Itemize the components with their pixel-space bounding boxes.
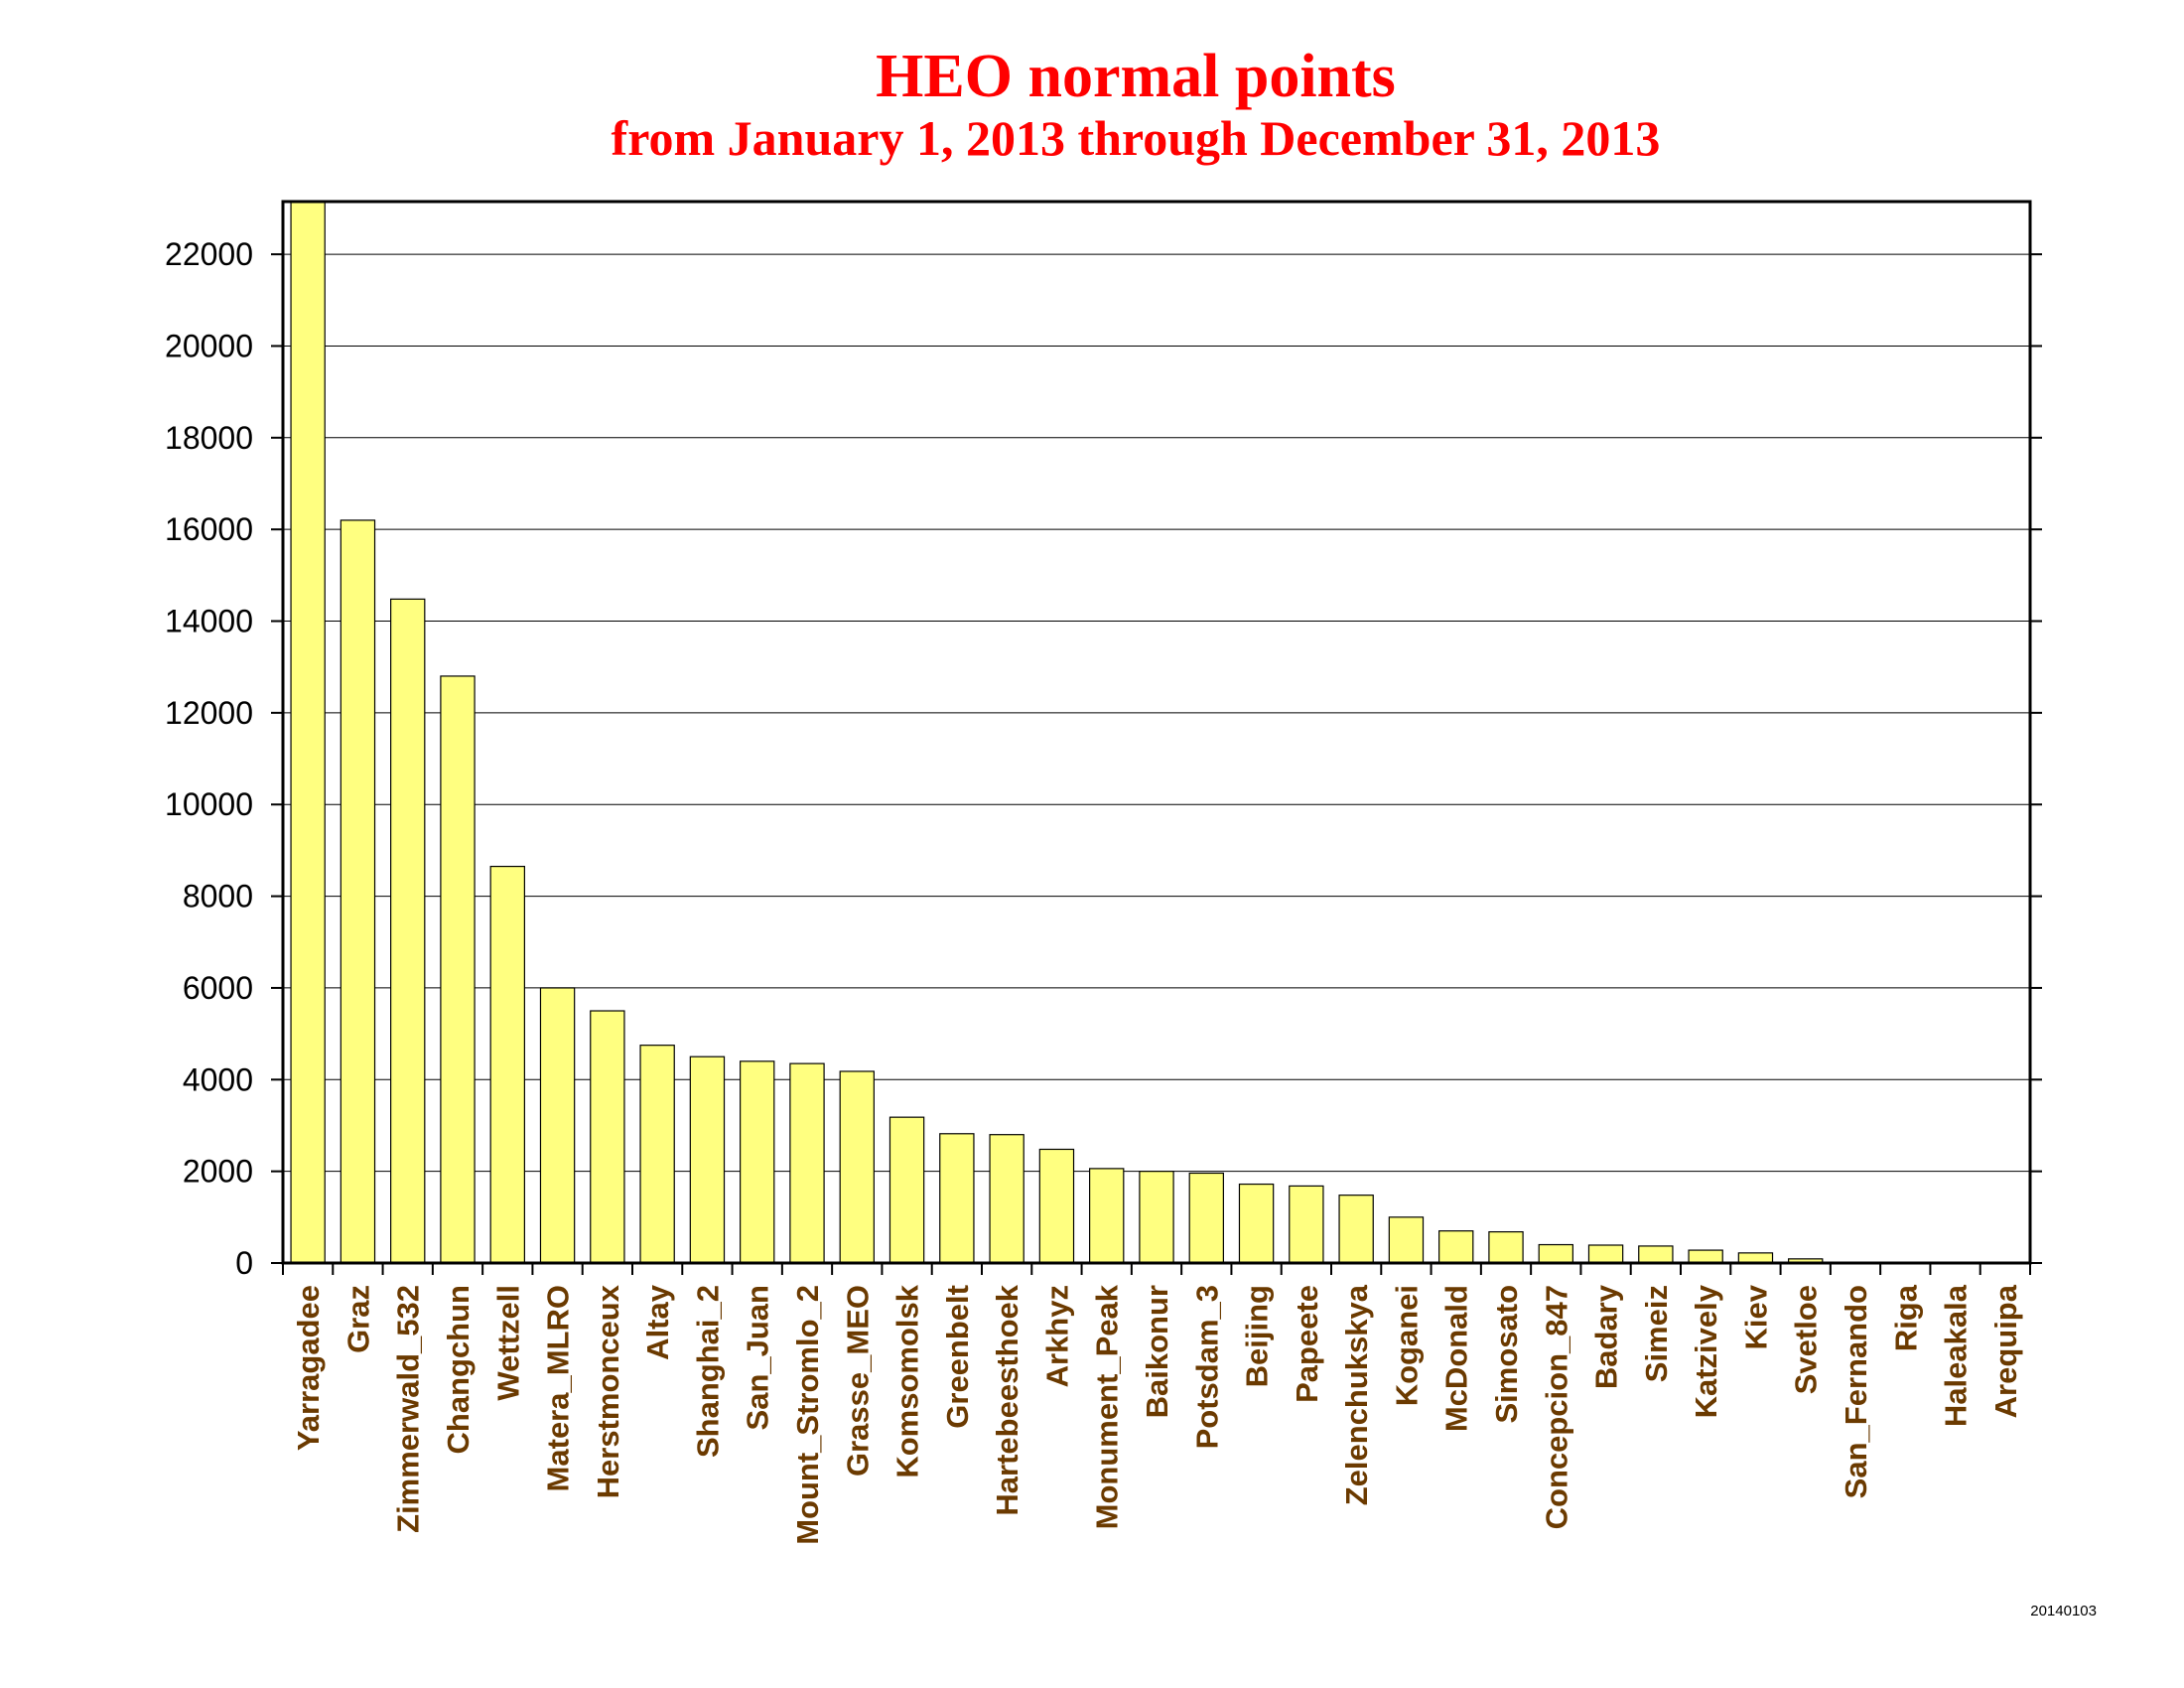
x-tick-label: Riga	[1888, 1284, 1923, 1351]
y-tick-label: 4000	[183, 1061, 253, 1097]
bar-katzively	[1688, 1249, 1723, 1264]
x-axis: Yarragadee Graz Zimmerwald_532 Changchun Wet…	[282, 1263, 2031, 1545]
x-tick-label: Greenbelt	[940, 1285, 975, 1429]
bar-mcdonald	[1438, 1230, 1474, 1264]
chart-title: HEO normal points	[876, 43, 1396, 110]
bar-komsomolsk	[888, 1116, 925, 1264]
x-tick-label: Katzively	[1689, 1284, 1723, 1418]
x-tick-label: Papeete	[1290, 1285, 1324, 1403]
bar-shanghai-2	[689, 1055, 726, 1264]
x-tick-label: Haleakala	[1939, 1284, 1974, 1427]
x-tick-label: Simeiz	[1639, 1285, 1674, 1382]
x-tick-label: Mount_Stromlo_2	[790, 1285, 825, 1545]
y-axis: 0 2000 4000 6000 8000 10000 12000 14000 16000 180…	[165, 236, 2042, 1281]
bar-arkhyz	[1038, 1148, 1075, 1264]
bar-graz	[340, 519, 376, 1264]
x-tick-label: McDonald	[1439, 1285, 1474, 1432]
x-tick-label: Shanghai_2	[690, 1285, 725, 1458]
x-tick-label: Koganei	[1389, 1285, 1424, 1406]
bar-concepcion-847	[1538, 1243, 1573, 1264]
bar-mount-stromlo-2	[789, 1062, 825, 1264]
bar-zimmerwald-532	[390, 598, 426, 1264]
y-tick-label: 10000	[165, 786, 253, 822]
x-tick-label: Beijing	[1240, 1285, 1275, 1387]
bar-wettzell	[489, 865, 525, 1264]
bar-san-juan	[740, 1060, 775, 1264]
x-tick-label: San_Fernando	[1839, 1285, 1873, 1498]
x-tick-label: Svetloe	[1789, 1285, 1824, 1394]
x-tick-label: Altay	[640, 1284, 675, 1360]
x-tick-label: Arequipa	[1988, 1284, 2023, 1418]
y-tick-label: 14000	[165, 604, 253, 639]
y-tick-label: 22000	[165, 236, 253, 272]
x-tick-label: Badary	[1589, 1284, 1624, 1389]
x-tick-label: Monument_Peak	[1090, 1284, 1125, 1529]
y-tick-label: 0	[235, 1245, 253, 1281]
bar-greenbelt	[939, 1133, 975, 1264]
y-tick-label: 6000	[183, 970, 253, 1006]
bar-beijing	[1238, 1183, 1275, 1264]
y-tick-label: 8000	[183, 879, 253, 914]
bar-yarragadee	[290, 201, 326, 1264]
y-tick-label: 2000	[183, 1154, 253, 1190]
x-tick-label: Zimmerwald_532	[391, 1285, 426, 1533]
y-tick-label: 12000	[165, 695, 253, 731]
bar-papeete	[1289, 1185, 1324, 1264]
x-tick-label: Hartebeesthoek	[990, 1284, 1024, 1515]
x-tick-label: Grasse_MEO	[840, 1285, 875, 1477]
x-tick-label: Changchun	[441, 1285, 476, 1455]
bar-altay	[639, 1045, 675, 1264]
x-tick-label: Potsdam_3	[1189, 1285, 1224, 1449]
x-tick-label: Wettzell	[490, 1285, 525, 1401]
bar-grasse-meo	[839, 1070, 875, 1264]
x-tick-label: Herstmonceux	[591, 1284, 625, 1498]
plot-frame	[281, 200, 2032, 1265]
bar-badary	[1587, 1244, 1624, 1264]
x-tick-label: Arkhyz	[1039, 1285, 1074, 1387]
x-tick-label: Baikonur	[1140, 1285, 1174, 1418]
x-tick-label: Simosato	[1489, 1285, 1524, 1424]
y-tick-label: 16000	[165, 511, 253, 547]
x-tick-label: Matera_MLRO	[541, 1285, 576, 1491]
bar-baikonur	[1139, 1171, 1174, 1264]
y-tick-label: 18000	[165, 420, 253, 456]
bar-simosato	[1488, 1230, 1524, 1264]
bar-potsdam-3	[1188, 1172, 1224, 1264]
chart-subtitle: from January 1, 2013 through December 31…	[612, 110, 1661, 166]
date-stamp: 20140103	[2030, 1603, 2097, 1619]
x-tick-label: Concepcion_847	[1539, 1285, 1573, 1529]
bar-herstmonceux	[590, 1010, 625, 1264]
bar-kiev	[1737, 1252, 1774, 1264]
bar-hartebeesthoek	[989, 1134, 1024, 1264]
bar-changchun	[440, 675, 476, 1264]
x-tick-label: Zelenchukskya	[1339, 1284, 1374, 1505]
x-tick-label: Yarragadee	[291, 1285, 326, 1451]
x-tick-label: Kiev	[1738, 1284, 1773, 1349]
bar-monument-peak	[1089, 1168, 1125, 1264]
bar-matera-mlro	[539, 987, 576, 1264]
bar-zelenchukskya	[1338, 1195, 1374, 1264]
x-tick-label: Graz	[341, 1285, 375, 1353]
bar-simeiz	[1638, 1245, 1674, 1264]
bar-koganei	[1388, 1216, 1425, 1264]
x-tick-label: San_Juan	[741, 1285, 775, 1430]
bars	[290, 201, 1824, 1264]
x-tick-label: Komsomolsk	[890, 1284, 925, 1477]
y-tick-label: 20000	[165, 328, 253, 363]
